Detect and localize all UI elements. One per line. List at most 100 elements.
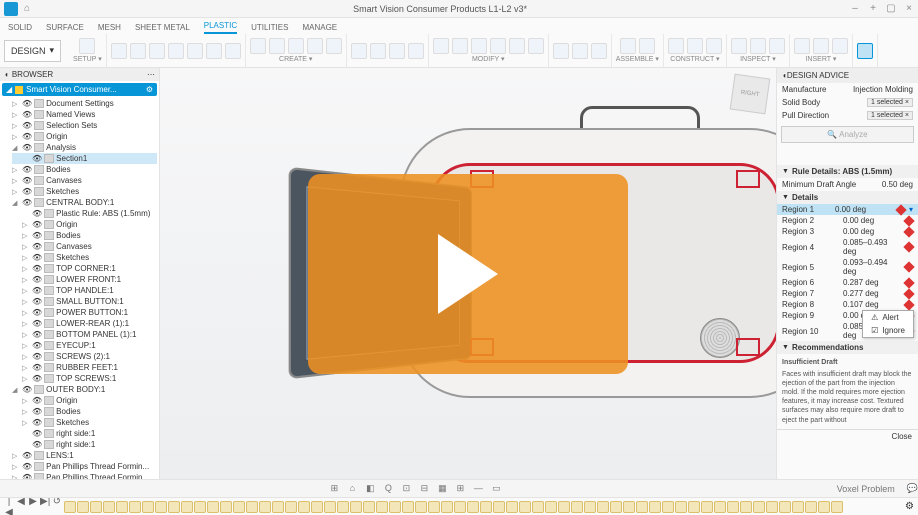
timeline-control[interactable]: ◀	[16, 497, 26, 515]
timeline-feature[interactable]	[480, 501, 492, 513]
timeline-feature[interactable]	[701, 501, 713, 513]
tree-item[interactable]: 👁Plastic Rule: ABS (1.5mm)	[12, 208, 157, 219]
timeline-feature[interactable]	[116, 501, 128, 513]
window-button[interactable]: ×	[904, 3, 914, 14]
play-overlay[interactable]	[308, 174, 628, 374]
timeline-feature[interactable]	[636, 501, 648, 513]
ribbon-tab[interactable]: SHEET METAL	[135, 21, 190, 34]
rule-details-header[interactable]: ▼Rule Details: ABS (1.5mm)	[777, 165, 918, 178]
timeline-feature[interactable]	[532, 501, 544, 513]
tree-item[interactable]: ▷👁Origin	[12, 219, 157, 230]
browser-root[interactable]: ◢ Smart Vision Consumer... ⚙	[2, 83, 157, 96]
toolbar-button[interactable]	[490, 38, 506, 54]
timeline-feature[interactable]	[337, 501, 349, 513]
toolbar-button[interactable]	[509, 38, 525, 54]
tree-item[interactable]: ▷👁Bodies	[12, 406, 157, 417]
region-row[interactable]: Region 50.093–0.494 deg	[777, 257, 918, 277]
timeline-control[interactable]: ▶|	[40, 497, 50, 515]
timeline-feature[interactable]	[103, 501, 115, 513]
timeline-feature[interactable]	[155, 501, 167, 513]
menu-alert[interactable]: ⚠ Alert	[863, 311, 913, 324]
timeline-feature[interactable]	[454, 501, 466, 513]
timeline-feature[interactable]	[766, 501, 778, 513]
ribbon-tab[interactable]: PLASTIC	[204, 19, 237, 34]
tree-item[interactable]: ▷👁BOTTOM PANEL (1):1	[12, 329, 157, 340]
toolbar-button[interactable]	[528, 38, 544, 54]
tree-item[interactable]: ▷👁Named Views	[12, 109, 157, 120]
tree-item[interactable]: 👁Section1	[12, 153, 157, 164]
timeline-settings-icon[interactable]: ⚙	[905, 501, 914, 512]
timeline-feature[interactable]	[818, 501, 830, 513]
tool-icon[interactable]	[871, 150, 883, 162]
group-label[interactable]: INSPECT ▾	[740, 55, 776, 63]
toolbar-button[interactable]	[79, 38, 95, 54]
timeline-feature[interactable]	[805, 501, 817, 513]
tree-item[interactable]: ◢👁CENTRAL BODY:1	[12, 197, 157, 208]
tool-icon[interactable]	[901, 150, 913, 162]
tree-item[interactable]: ▷👁EYECUP:1	[12, 340, 157, 351]
timeline-feature[interactable]	[545, 501, 557, 513]
tree-item[interactable]: ▷👁RUBBER FEET:1	[12, 362, 157, 373]
tree-item[interactable]: ▷👁Pan Phillips Thread Formin...	[12, 472, 157, 479]
window-button[interactable]: –	[850, 3, 860, 14]
timeline-feature[interactable]	[181, 501, 193, 513]
toolbar-button[interactable]	[225, 43, 241, 59]
toolbar-button[interactable]	[471, 38, 487, 54]
tree-item[interactable]: ▷👁Document Settings	[12, 98, 157, 109]
timeline-feature[interactable]	[233, 501, 245, 513]
toolbar-button[interactable]	[731, 38, 747, 54]
timeline-feature[interactable]	[298, 501, 310, 513]
region-row[interactable]: Region 60.287 deg	[777, 277, 918, 288]
timeline-feature[interactable]	[428, 501, 440, 513]
region-row[interactable]: Region 20.00 deg	[777, 215, 918, 226]
toolbar-button[interactable]	[620, 38, 636, 54]
timeline-feature[interactable]	[324, 501, 336, 513]
timeline-feature[interactable]	[415, 501, 427, 513]
timeline-feature[interactable]	[64, 501, 76, 513]
tree-item[interactable]: ▷👁Origin	[12, 395, 157, 406]
toolbar-button[interactable]	[269, 38, 285, 54]
toolbar-button[interactable]	[452, 38, 468, 54]
toolbar-button[interactable]	[351, 43, 367, 59]
toolbar-button[interactable]	[750, 38, 766, 54]
toolbar-button[interactable]	[149, 43, 165, 59]
nav-icon[interactable]: ◧	[364, 483, 376, 494]
tree-item[interactable]: ◢👁Analysis	[12, 142, 157, 153]
window-button[interactable]: +	[868, 3, 878, 14]
tree-item[interactable]: ▷👁Bodies	[12, 230, 157, 241]
timeline-feature[interactable]	[753, 501, 765, 513]
nav-icon[interactable]: ⌂	[346, 483, 358, 494]
timeline-control[interactable]: ▶	[28, 497, 38, 515]
recommendations-header[interactable]: ▼Recommendations	[777, 341, 918, 354]
toolbar-button[interactable]	[408, 43, 424, 59]
timeline-feature[interactable]	[246, 501, 258, 513]
tree-item[interactable]: ▷👁LENS:1	[12, 450, 157, 461]
tree-item[interactable]: ▷👁LOWER FRONT:1	[12, 274, 157, 285]
toolbar-button[interactable]	[130, 43, 146, 59]
tree-item[interactable]: ▷👁LOWER-REAR (1):1	[12, 318, 157, 329]
timeline-feature[interactable]	[90, 501, 102, 513]
group-label[interactable]: SETUP ▾	[73, 55, 102, 63]
timeline-feature[interactable]	[207, 501, 219, 513]
toolbar-button[interactable]	[206, 43, 222, 59]
timeline-feature[interactable]	[259, 501, 271, 513]
timeline-control[interactable]: ↺	[52, 497, 62, 515]
timeline-feature[interactable]	[571, 501, 583, 513]
tool-icon[interactable]	[886, 150, 898, 162]
timeline-feature[interactable]	[311, 501, 323, 513]
tree-item[interactable]: ▷👁TOP CORNER:1	[12, 263, 157, 274]
timeline-feature[interactable]	[506, 501, 518, 513]
ribbon-tab[interactable]: UTILITIES	[251, 21, 288, 34]
timeline-feature[interactable]	[792, 501, 804, 513]
timeline-feature[interactable]	[610, 501, 622, 513]
tree-item[interactable]: ▷👁Sketches	[12, 186, 157, 197]
toolbar-button[interactable]	[553, 43, 569, 59]
timeline-feature[interactable]	[727, 501, 739, 513]
toolbar-button[interactable]	[668, 38, 684, 54]
toolbar-button[interactable]	[769, 38, 785, 54]
tree-item[interactable]: ▷👁SCREWS (2):1	[12, 351, 157, 362]
timeline-feature[interactable]	[363, 501, 375, 513]
tree-item[interactable]: ▷👁Pan Phillips Thread Formin...	[12, 461, 157, 472]
tree-item[interactable]: ▷👁Selection Sets	[12, 120, 157, 131]
tree-item[interactable]: ▷👁Canvases	[12, 175, 157, 186]
